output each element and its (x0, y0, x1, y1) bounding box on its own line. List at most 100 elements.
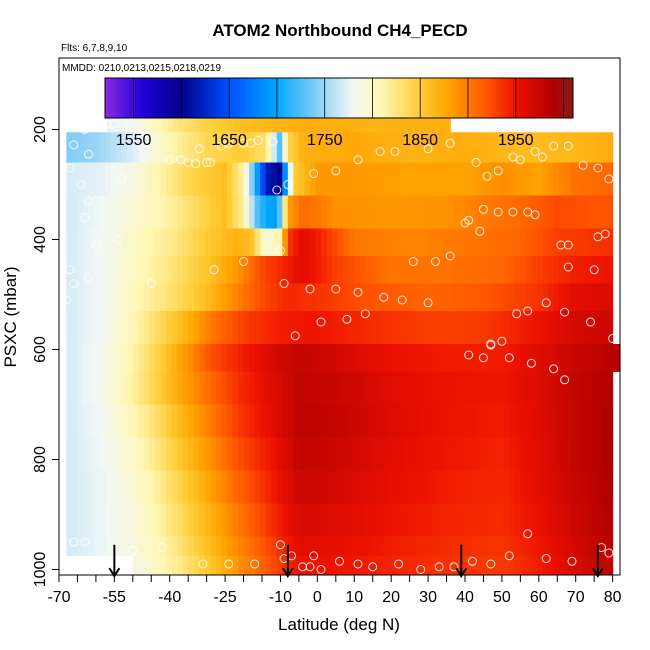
heatmap-cell (260, 162, 267, 196)
heatmap-cell (298, 256, 306, 284)
colorbar-swatch (540, 78, 544, 118)
heatmap-cell (249, 162, 256, 196)
heatmap-cell (525, 404, 533, 438)
heatmap-cell (88, 311, 95, 345)
colorbar-swatch (369, 78, 373, 118)
heatmap-cell (332, 162, 339, 196)
heatmap-cell (71, 470, 79, 504)
heatmap-cell (188, 228, 195, 257)
heatmap-cell (188, 536, 195, 557)
heatmap-cell (238, 371, 245, 405)
heatmap-cell (520, 132, 527, 163)
heatmap-cell (105, 404, 112, 438)
colorbar-swatch (453, 78, 457, 118)
heatmap-cell (343, 195, 350, 229)
heatmap-cell (459, 344, 466, 372)
heatmap-cell (210, 228, 217, 257)
heatmap-cell (298, 344, 306, 372)
heatmap-cell (210, 311, 217, 345)
heatmap-cell (226, 371, 234, 405)
colorbar-swatch (351, 78, 355, 118)
heatmap-cell (337, 404, 344, 438)
heatmap-cell (112, 113, 119, 133)
heatmap-cell (531, 283, 538, 312)
heatmap-cell (442, 437, 449, 471)
heatmap-cell (166, 162, 173, 196)
heatmap-cell (232, 371, 239, 405)
heatmap-cell (271, 555, 278, 576)
heatmap-cell (249, 470, 256, 504)
heatmap-cell (337, 371, 344, 405)
heatmap-cell (487, 283, 494, 312)
heatmap-cell (492, 404, 499, 438)
heatmap-cell (77, 195, 84, 229)
heatmap-cell (138, 503, 145, 537)
heatmap-cell (171, 228, 178, 257)
heatmap-cell (99, 228, 106, 257)
heatmap-cell (116, 132, 123, 163)
heatmap-cell (66, 162, 73, 196)
heatmap-cell (154, 256, 162, 284)
heatmap-cell (315, 132, 322, 163)
heatmap-cell (520, 503, 527, 537)
heatmap-cell (177, 371, 184, 405)
heatmap-cell (232, 437, 239, 471)
heatmap-cell (393, 283, 400, 312)
heatmap-cell (553, 132, 560, 163)
heatmap-cell (110, 437, 117, 471)
heatmap-cell (548, 470, 555, 504)
heatmap-cell (581, 311, 588, 345)
heatmap-cell (581, 404, 588, 438)
heatmap-cell (88, 503, 95, 537)
heatmap-cell (204, 536, 211, 557)
heatmap-cell (132, 555, 139, 576)
heatmap-cell (431, 404, 438, 438)
heatmap-cell (487, 371, 494, 405)
heatmap-cell (354, 256, 361, 284)
heatmap-cell (88, 437, 95, 471)
colorbar-swatch (423, 78, 427, 118)
heatmap-cell (94, 536, 101, 557)
sample-point (198, 559, 208, 569)
heatmap-cell (393, 344, 400, 372)
heatmap-cell (260, 437, 267, 471)
colorbar-swatch (504, 78, 508, 118)
heatmap-cell (116, 228, 123, 257)
heatmap-cell (525, 470, 533, 504)
heatmap-cell (431, 371, 438, 405)
heatmap-cell (525, 371, 533, 405)
colorbar-swatch (555, 78, 559, 118)
heatmap-cell (210, 503, 217, 537)
heatmap-cell (426, 344, 433, 372)
heatmap-cell (359, 536, 366, 557)
x-axis-label: Latitude (deg N) (278, 615, 400, 634)
heatmap-cell (326, 371, 333, 405)
heatmap-cell (337, 311, 344, 345)
colorbar-swatch (141, 78, 145, 118)
heatmap-cell (177, 132, 184, 163)
heatmap-cell (77, 437, 84, 471)
heatmap-cell (82, 228, 90, 257)
colorbar-swatch (267, 78, 271, 118)
heatmap-cell (271, 311, 278, 345)
arrow-head (455, 567, 468, 578)
x-tick-label: 50 (493, 589, 511, 606)
heatmap-cell (151, 113, 158, 133)
heatmap-cell (337, 437, 344, 471)
heatmap-cell (608, 283, 614, 312)
heatmap-cell (476, 283, 483, 312)
heatmap-cell (210, 536, 217, 557)
heatmap-cell (398, 371, 405, 405)
heatmap-cell (304, 470, 311, 504)
heatmap-cell (586, 503, 593, 537)
heatmap-cell (182, 162, 189, 196)
heatmap-cell (243, 283, 250, 312)
heatmap-cell (177, 256, 184, 284)
heatmap-cell (387, 536, 394, 557)
heatmap-cell (188, 437, 195, 471)
heatmap-cell (188, 132, 195, 163)
heatmap-cell (536, 437, 544, 471)
heatmap-cell (608, 132, 614, 163)
heatmap-cell (333, 113, 341, 133)
heatmap-cell (321, 311, 328, 345)
